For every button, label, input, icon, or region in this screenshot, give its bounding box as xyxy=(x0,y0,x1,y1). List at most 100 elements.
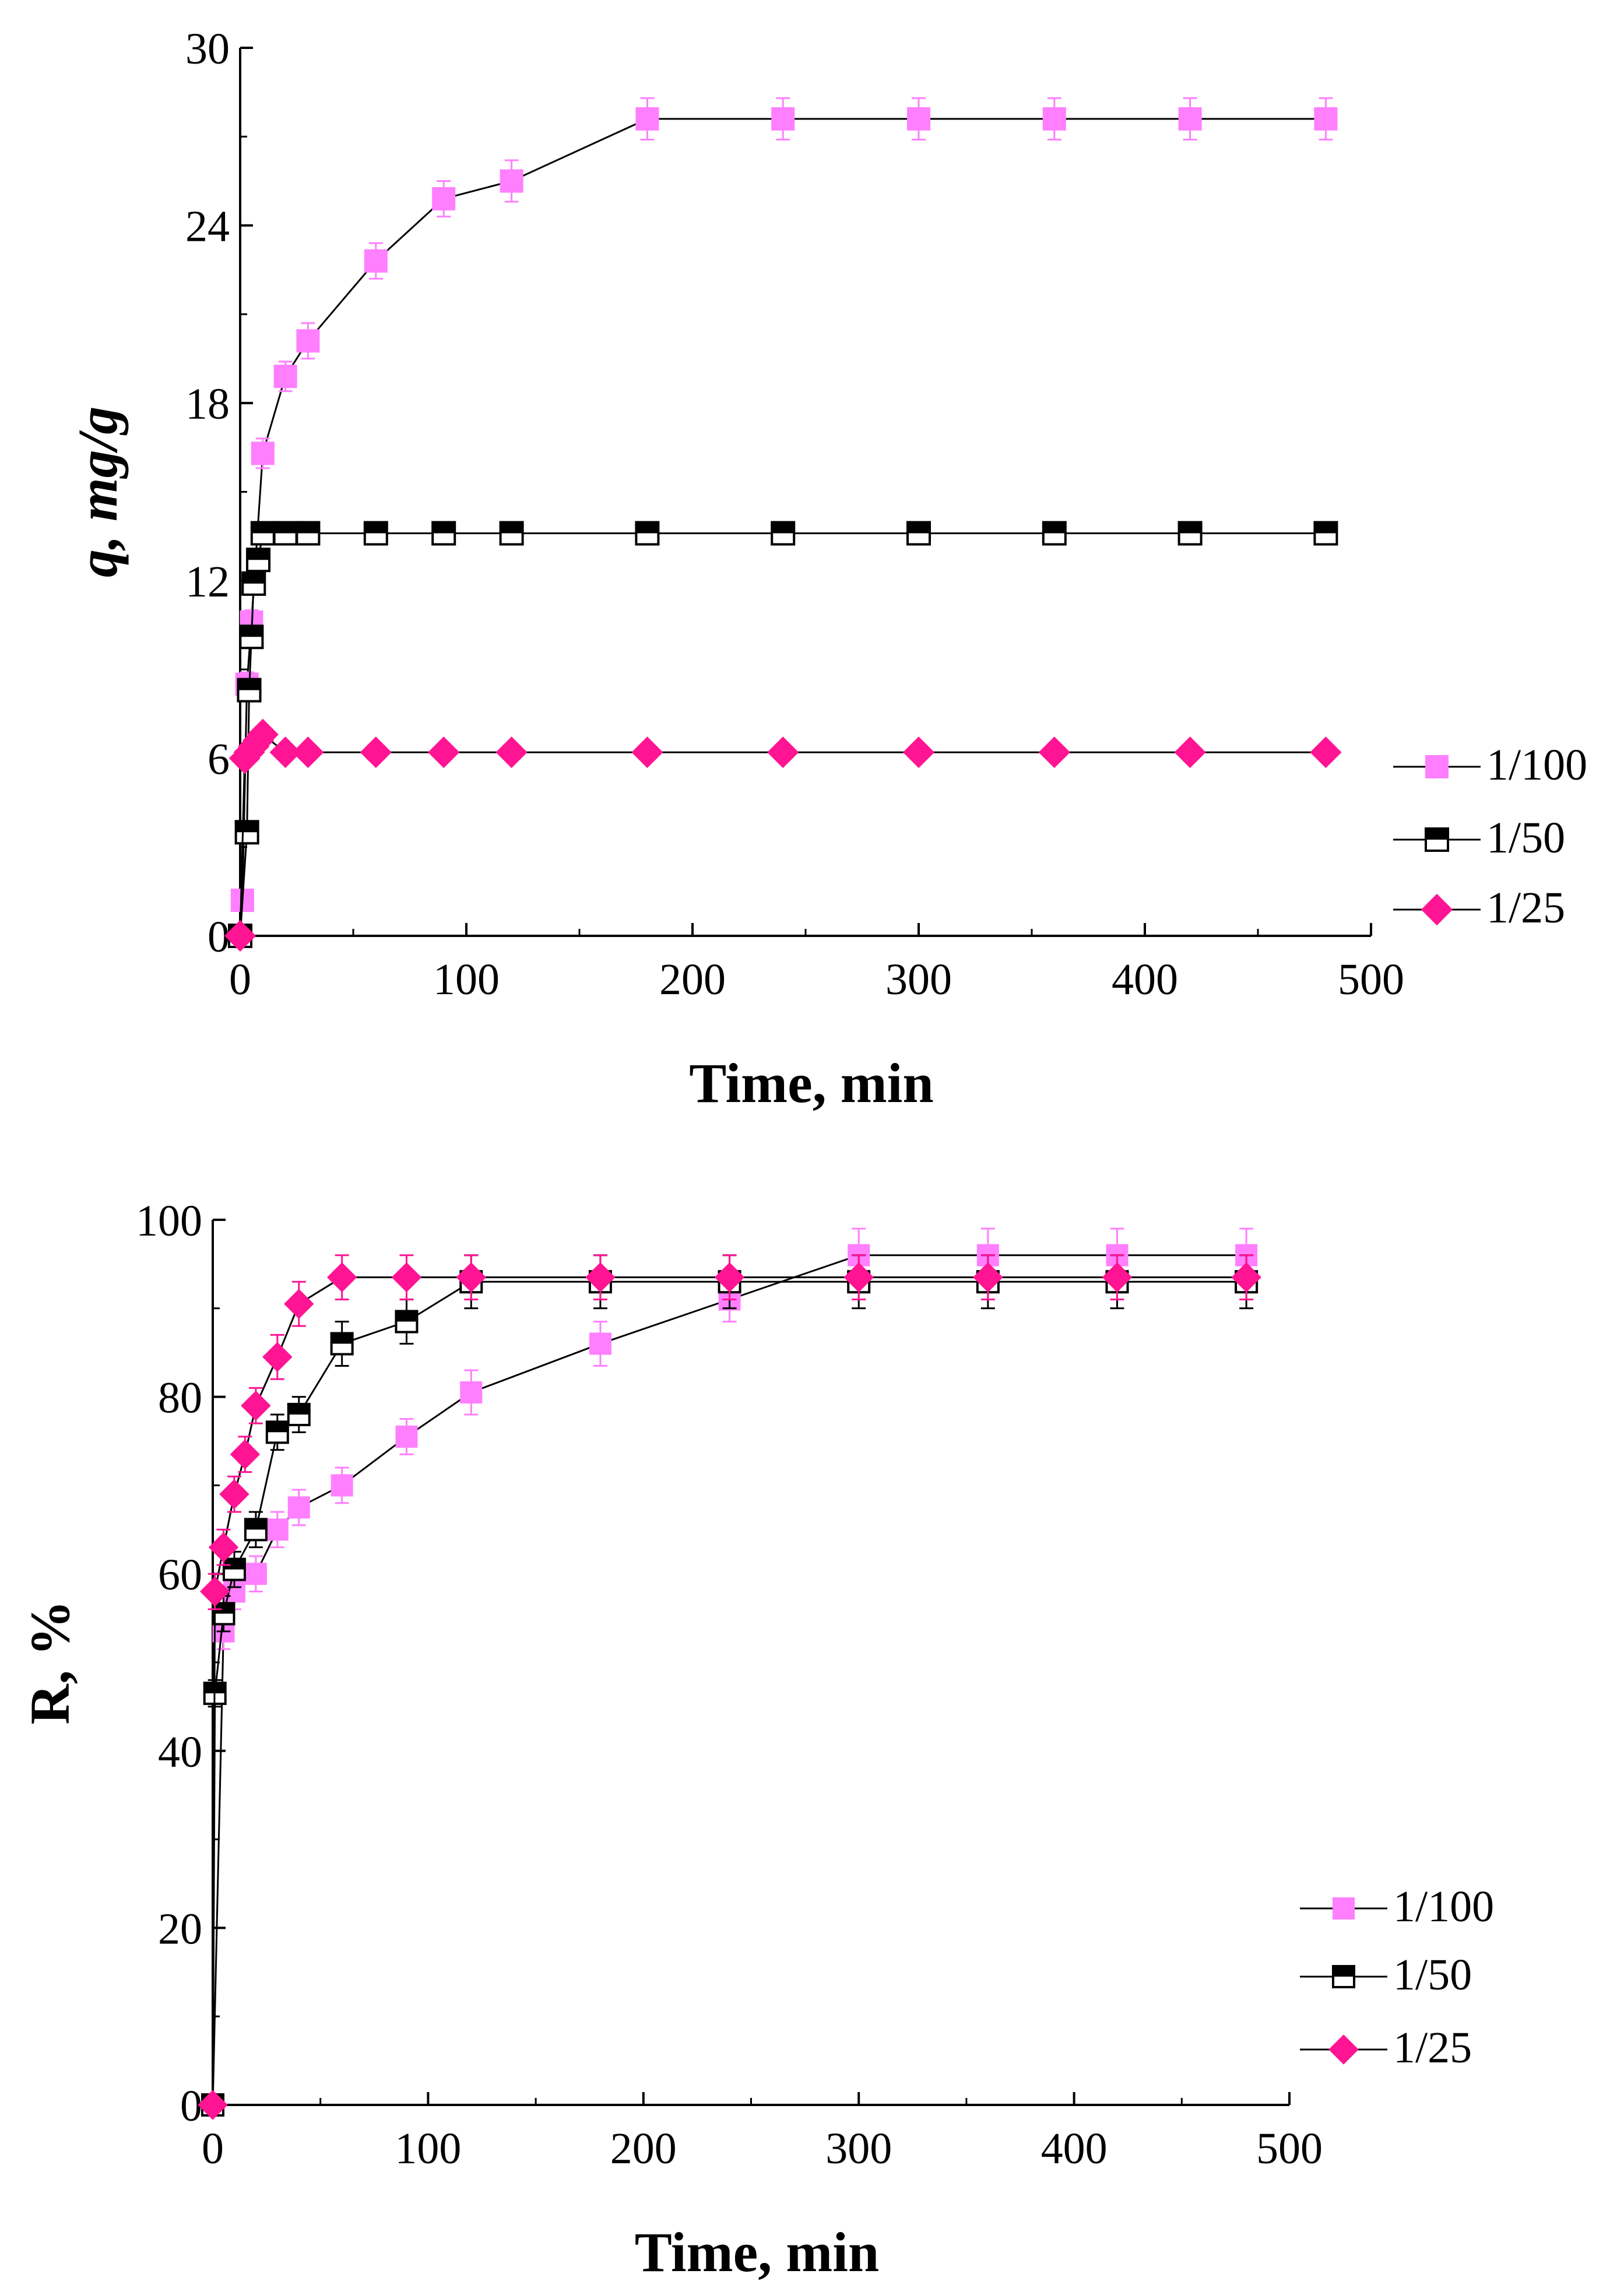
data-point xyxy=(843,1262,874,1293)
y-tick-label: 100 xyxy=(136,1196,202,1245)
series-1-100 xyxy=(229,97,1338,948)
data-point xyxy=(262,1342,293,1373)
legend: 1/100 1/50 1/25 xyxy=(1300,1882,1494,2072)
legend-label: 1/100 xyxy=(1486,741,1587,789)
x-tick-label: 100 xyxy=(395,2124,461,2173)
data-point xyxy=(330,1332,354,1356)
data-point xyxy=(250,521,275,546)
data-point xyxy=(631,736,663,768)
data-point xyxy=(432,187,456,210)
legend-label: 1/50 xyxy=(1393,1950,1472,1999)
y-tick-label: 20 xyxy=(158,1904,202,1953)
data-point xyxy=(251,441,275,465)
y-axis-title: q, mg/g xyxy=(66,406,129,577)
data-point xyxy=(199,1576,230,1607)
x-tick-label: 200 xyxy=(610,2124,677,2173)
data-point xyxy=(265,1420,289,1444)
y-tick-label: 60 xyxy=(158,1550,202,1599)
data-point xyxy=(241,1391,271,1421)
data-point xyxy=(1310,736,1342,768)
data-point xyxy=(395,1310,419,1334)
y-tick-label: 24 xyxy=(185,202,230,251)
y-tick-label: 0 xyxy=(180,2082,202,2131)
data-point xyxy=(1174,736,1206,768)
legend-marker xyxy=(1333,1897,1355,1919)
data-point xyxy=(635,107,659,131)
series-1-50 xyxy=(228,521,1338,948)
data-point xyxy=(296,329,320,353)
series-line xyxy=(212,1276,1247,2105)
y-tick-label: 30 xyxy=(185,24,230,73)
legend-label: 1/50 xyxy=(1486,813,1565,862)
x-tick-label: 0 xyxy=(229,955,251,1004)
data-point xyxy=(198,2090,228,2120)
data-point xyxy=(296,521,321,546)
data-point xyxy=(589,1332,611,1355)
legend-label: 1/25 xyxy=(1393,2023,1472,2072)
data-point xyxy=(1313,521,1338,546)
data-point xyxy=(1042,107,1066,131)
y-tick-label: 80 xyxy=(158,1374,202,1423)
data-point xyxy=(499,521,524,546)
data-point xyxy=(902,736,935,768)
data-point xyxy=(222,1557,246,1581)
data-point xyxy=(219,1479,249,1510)
data-point xyxy=(767,736,799,768)
data-point xyxy=(460,1381,483,1404)
data-point xyxy=(292,736,324,768)
legend-marker xyxy=(1421,893,1453,926)
data-point xyxy=(1178,107,1202,131)
legend-marker xyxy=(1328,2034,1359,2065)
series-1-25 xyxy=(224,718,1342,952)
legend-marker xyxy=(1332,1965,1355,1988)
x-tick-label: 500 xyxy=(1338,955,1404,1004)
x-tick-label: 300 xyxy=(885,955,952,1004)
data-point xyxy=(244,1518,268,1542)
data-point xyxy=(212,1602,235,1626)
series-1-50 xyxy=(201,1254,1259,2117)
legend: 1/100 1/50 1/25 xyxy=(1393,741,1587,932)
series-line xyxy=(239,532,1326,936)
data-point xyxy=(456,1262,486,1293)
chart-r-vs-time: 0 100 200 300 400 500 0 20 40 60 80 100 Time, min R, … xyxy=(19,1196,1494,2283)
data-point xyxy=(273,521,298,546)
data-point xyxy=(363,521,388,546)
series-1-100 xyxy=(202,1227,1258,2116)
data-point xyxy=(269,736,301,768)
data-point xyxy=(247,718,279,750)
x-axis-title: Time, min xyxy=(635,2221,880,2283)
legend-label: 1/100 xyxy=(1393,1882,1494,1931)
data-point xyxy=(246,548,271,573)
data-point xyxy=(239,624,264,650)
data-point xyxy=(635,521,660,546)
data-point xyxy=(428,736,460,768)
data-point xyxy=(364,249,388,273)
x-tick-label: 300 xyxy=(825,2124,892,2173)
x-tick-label: 500 xyxy=(1256,2124,1323,2173)
y-tick-label: 18 xyxy=(185,380,230,429)
data-point xyxy=(241,571,266,596)
data-point xyxy=(331,1474,353,1497)
data-point xyxy=(208,1532,239,1563)
data-point xyxy=(771,107,795,131)
legend-marker xyxy=(1425,827,1449,852)
y-tick-label: 40 xyxy=(158,1728,202,1777)
data-point xyxy=(973,1262,1003,1293)
data-point xyxy=(431,521,456,546)
data-point xyxy=(1177,521,1203,546)
data-point xyxy=(360,736,392,768)
x-tick-label: 100 xyxy=(433,955,500,1004)
data-point xyxy=(237,678,262,703)
x-tick-label: 400 xyxy=(1112,955,1178,1004)
data-point xyxy=(244,1563,267,1585)
data-point xyxy=(287,1402,311,1426)
y-axis-title: R, % xyxy=(19,1600,81,1724)
series-line xyxy=(239,118,1326,936)
x-tick-label: 400 xyxy=(1041,2124,1108,2173)
data-point xyxy=(273,364,297,388)
data-point xyxy=(906,521,931,546)
data-point xyxy=(1102,1262,1133,1293)
x-tick-label: 200 xyxy=(659,955,726,1004)
legend-label: 1/25 xyxy=(1486,883,1565,932)
